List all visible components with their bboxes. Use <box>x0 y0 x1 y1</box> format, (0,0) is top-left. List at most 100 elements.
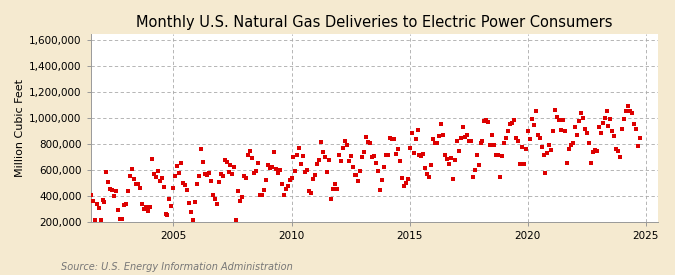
Point <box>532 133 543 137</box>
Point <box>623 103 634 108</box>
Point <box>296 162 306 167</box>
Point <box>467 175 478 179</box>
Point <box>302 168 313 172</box>
Point <box>115 217 126 221</box>
Point <box>461 133 472 137</box>
Point <box>548 129 559 133</box>
Point <box>316 140 327 144</box>
Point <box>619 116 630 121</box>
Point <box>196 147 207 152</box>
Point <box>194 173 205 178</box>
Point <box>465 139 476 143</box>
Point <box>564 147 574 152</box>
Point <box>576 110 587 115</box>
Point <box>132 182 143 186</box>
Point <box>78 175 88 179</box>
Point <box>485 143 495 148</box>
Point <box>387 136 398 141</box>
Point <box>503 129 514 133</box>
Title: Monthly U.S. Natural Gas Deliveries to Electric Power Consumers: Monthly U.S. Natural Gas Deliveries to E… <box>136 15 612 30</box>
Point <box>306 191 317 196</box>
Point <box>247 156 258 160</box>
Point <box>347 164 358 169</box>
Point <box>389 137 400 141</box>
Point <box>371 160 381 165</box>
Point <box>497 154 508 159</box>
Point <box>601 109 612 113</box>
Point <box>217 174 228 178</box>
Point <box>172 164 183 169</box>
Point <box>597 120 608 125</box>
Point <box>422 171 433 176</box>
Point <box>516 145 527 149</box>
Point <box>231 218 242 223</box>
Point <box>282 184 293 188</box>
Point <box>560 129 570 133</box>
Point <box>353 178 364 183</box>
Point <box>385 136 396 140</box>
Point <box>552 115 563 119</box>
Point <box>479 118 490 123</box>
Point <box>76 186 86 190</box>
Point <box>134 186 145 191</box>
Point <box>331 187 342 191</box>
Point <box>359 150 370 154</box>
Point <box>162 213 173 217</box>
Point <box>625 109 636 113</box>
Point <box>140 204 151 209</box>
Point <box>318 150 329 154</box>
Point <box>570 125 580 130</box>
Point <box>572 133 583 138</box>
Point <box>585 161 596 166</box>
Point <box>89 218 100 222</box>
Point <box>542 151 553 156</box>
Point <box>473 163 484 167</box>
Point <box>566 142 576 147</box>
Point <box>284 177 295 182</box>
Point <box>630 126 641 131</box>
Point <box>628 122 639 126</box>
Point <box>512 139 523 143</box>
Point <box>583 141 594 145</box>
Point <box>562 161 572 165</box>
Point <box>487 133 497 137</box>
Point <box>550 108 561 112</box>
Point <box>304 189 315 194</box>
Point <box>554 118 565 122</box>
Point <box>505 122 516 126</box>
Point <box>410 136 421 141</box>
Point <box>591 148 602 153</box>
Point <box>579 127 590 132</box>
Point <box>529 123 539 127</box>
Point <box>272 171 283 175</box>
Point <box>493 153 504 158</box>
Point <box>207 193 218 197</box>
Point <box>343 159 354 164</box>
Point <box>349 172 360 177</box>
Point <box>278 193 289 198</box>
Point <box>432 140 443 145</box>
Point <box>538 153 549 157</box>
Point <box>225 163 236 167</box>
Point <box>394 159 405 163</box>
Point <box>605 117 616 121</box>
Point <box>121 202 132 207</box>
Point <box>267 165 277 169</box>
Point <box>105 187 116 191</box>
Point <box>489 143 500 147</box>
Point <box>578 116 589 120</box>
Point <box>450 158 460 162</box>
Point <box>138 207 149 211</box>
Point <box>82 169 92 173</box>
Point <box>363 140 374 144</box>
Point <box>448 177 458 181</box>
Point <box>609 134 620 138</box>
Point <box>335 159 346 163</box>
Point <box>153 169 163 173</box>
Point <box>396 176 407 180</box>
Point <box>200 172 211 176</box>
Point <box>168 185 179 190</box>
Point <box>312 162 323 167</box>
Point <box>180 183 190 187</box>
Point <box>518 161 529 166</box>
